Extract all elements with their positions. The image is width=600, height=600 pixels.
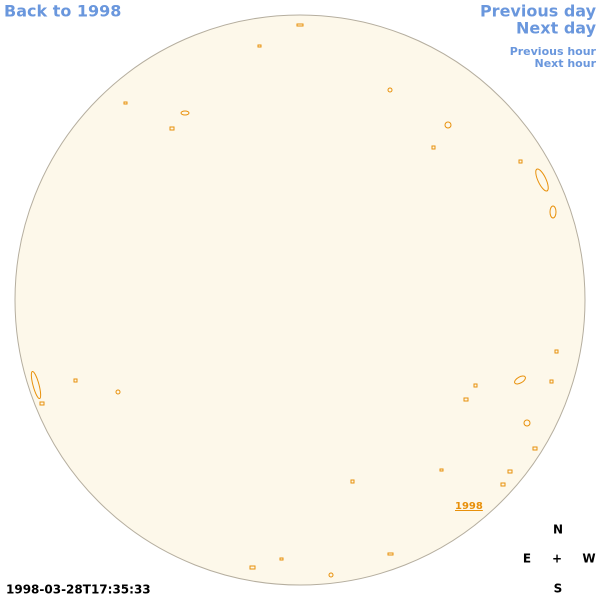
previous-day-link[interactable]: Previous day — [480, 2, 597, 21]
solar-disk — [14, 14, 586, 586]
compass-east: E — [523, 552, 531, 566]
back-link[interactable]: Back to 1998 — [4, 2, 121, 21]
year-link[interactable]: 1998 — [455, 501, 483, 512]
compass-north: N — [553, 523, 563, 537]
next-day-link[interactable]: Next day — [516, 19, 597, 38]
compass-south: S — [554, 582, 563, 596]
previous-hour-link[interactable]: Previous hour — [510, 45, 597, 58]
compass-west: W — [582, 552, 595, 566]
next-hour-link[interactable]: Next hour — [535, 57, 597, 70]
timestamp: 1998-03-28T17:35:33 — [6, 583, 151, 597]
compass-center: + — [552, 552, 562, 566]
active-regions — [30, 23, 559, 578]
